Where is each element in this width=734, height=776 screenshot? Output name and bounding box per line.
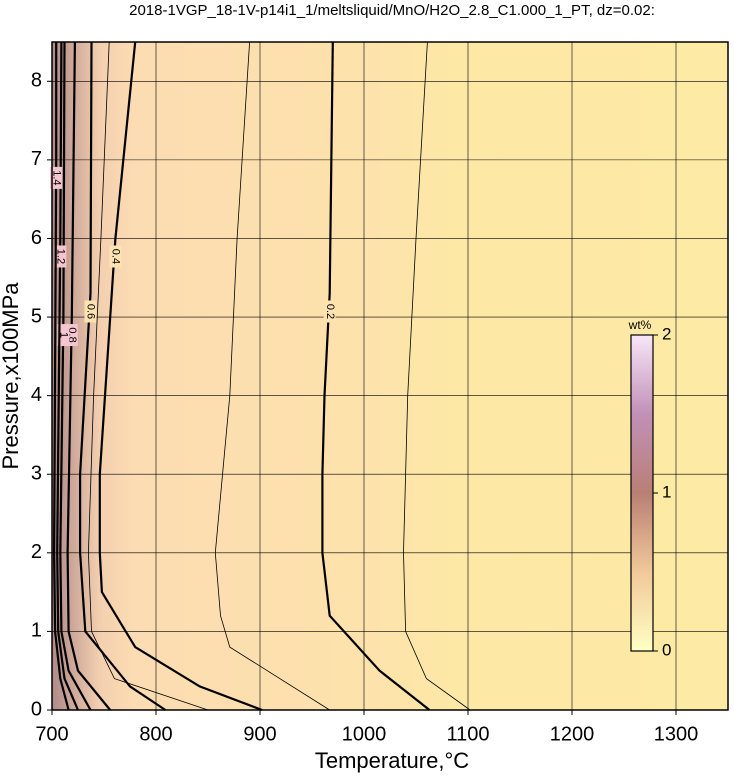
contour-line [214,41,330,711]
x-tick-label: 1300 [654,723,699,745]
grid [51,42,728,711]
contour-line [52,42,70,711]
y-tick-label: 6 [31,227,42,249]
x-tick-label: 700 [35,723,68,745]
x-axis-label: Temperature,°C [315,748,469,773]
x-tick-label: 900 [243,723,276,745]
contour-line [403,41,471,711]
contour-label-bg [54,245,67,268]
y-tick-label: 5 [31,305,42,327]
y-tick-label: 4 [31,384,42,406]
x-tick-label: 1200 [550,723,595,745]
y-tick-label: 7 [31,148,42,170]
y-tick-label: 8 [31,70,42,92]
x-tick-label: 1000 [342,723,387,745]
contour-label-bg [50,166,63,189]
contour-label: 1.2 [54,249,66,264]
contour-label-bg [109,245,122,268]
y-tick-label: 3 [31,463,42,485]
contour-label: 1.4 [50,170,62,185]
y-tick-label: 2 [31,541,42,563]
colorbar-tick-label: 0 [662,640,671,659]
chart-title: 2018-1VGP_18-1V-p14i1_1/meltsliquid/MnO/… [129,2,655,19]
contour-label-bg [84,300,97,323]
contour-label: 0.6 [85,304,97,319]
contour-label: 0.4 [110,249,122,264]
contour-line [59,41,92,711]
contour-line [87,41,209,711]
y-tick-label: 1 [31,620,42,642]
x-tick-label: 800 [139,723,172,745]
contour-label: 0.2 [324,304,336,319]
contour-line [66,41,112,711]
x-tick-label: 1100 [446,723,489,745]
colorbar [630,334,654,652]
contours: 0.20.40.60.811.21.4 [50,41,471,712]
y-axis-label: Pressure,x100MPa [0,282,23,470]
contour-label: 1 [58,332,70,338]
colorbar-label: wt% [628,318,652,332]
plot-background [52,42,728,710]
colorbar-tick-label: 1 [662,482,671,501]
y-tick-label: 0 [31,698,42,720]
contour-line [79,41,167,711]
plot-frame [51,41,729,711]
colorbar-tick-label: 2 [662,324,671,343]
contour-label-bg [323,300,336,323]
contour-line [56,41,80,711]
